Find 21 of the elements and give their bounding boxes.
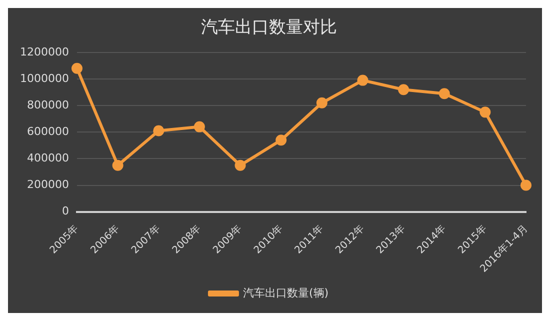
- point: [234, 160, 246, 171]
- point: [438, 88, 450, 100]
- y-tick-label: 600000: [26, 124, 69, 138]
- point: [316, 97, 328, 108]
- point: [153, 125, 164, 136]
- y-tick-label: 200000: [26, 178, 69, 192]
- point: [112, 160, 124, 171]
- chart-title: 汽车出口数量对比: [201, 18, 337, 38]
- point: [480, 106, 491, 118]
- point: [520, 180, 532, 191]
- legend-label: 汽车出口数量(辆): [242, 286, 329, 300]
- point: [276, 134, 287, 146]
- y-tick-label: 1000000: [20, 72, 69, 85]
- y-tick-label: 400000: [26, 152, 69, 165]
- y-tick-label: 800000: [26, 98, 69, 112]
- point: [357, 74, 368, 86]
- y-tick-label: 1200000: [20, 45, 69, 58]
- point: [398, 84, 410, 96]
- point: [71, 62, 82, 74]
- y-tick-label: 0: [62, 204, 69, 218]
- point: [194, 121, 205, 132]
